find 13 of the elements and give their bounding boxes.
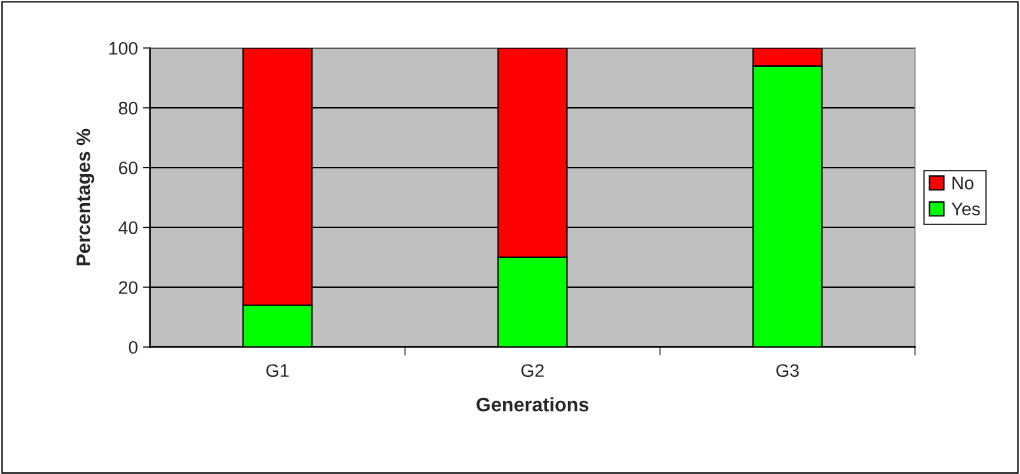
x-tick-label: G3	[776, 364, 799, 377]
y-axis-title: Percentages %	[76, 128, 95, 266]
y-tick-label: 60	[119, 161, 138, 175]
y-tick-label: 20	[119, 281, 138, 294]
y-tick-label: 40	[118, 221, 138, 235]
y-tick-label: 80	[118, 101, 138, 115]
legend-label: Yes	[951, 202, 980, 216]
x-axis-title: Generations	[476, 397, 589, 412]
x-tick-label: G2	[521, 364, 544, 377]
legend-label: No	[952, 176, 974, 190]
x-tick-label: G1	[266, 364, 289, 377]
y-tick-label: 100	[109, 41, 138, 55]
y-tick-label: 0	[128, 340, 138, 354]
